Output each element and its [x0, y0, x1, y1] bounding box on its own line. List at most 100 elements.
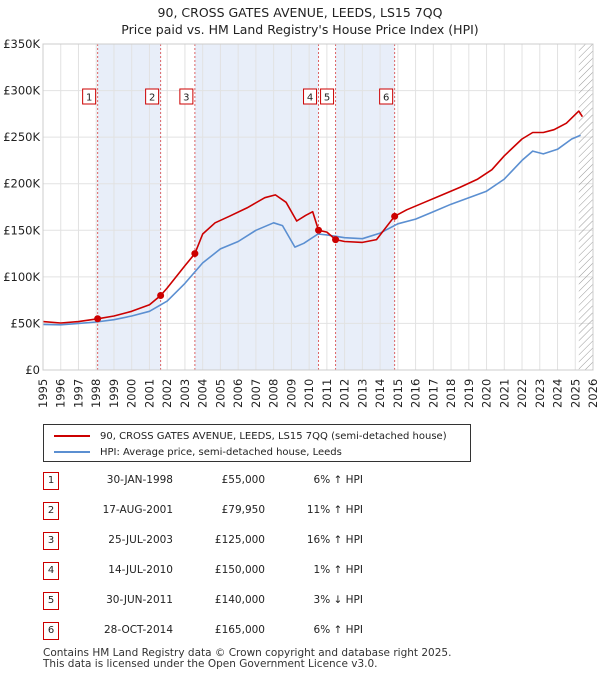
legend-swatch-property: [54, 435, 90, 437]
sale-hpi-diff: 6% ↑ HPI: [313, 474, 363, 486]
legend-label-property: 90, CROSS GATES AVENUE, LEEDS, LS15 7QQ …: [100, 430, 447, 442]
x-tick-label: 2011: [320, 379, 334, 408]
sale-label-box: [179, 88, 194, 105]
legend-item-property: 90, CROSS GATES AVENUE, LEEDS, LS15 7QQ …: [54, 429, 447, 443]
sale-hpi-diff: 11% ↑ HPI: [306, 504, 363, 516]
sale-point: [332, 236, 340, 244]
x-tick-label: 2015: [391, 379, 405, 408]
sale-point: [315, 226, 323, 234]
y-axis-ticks: £0 £50K £100K £150K £200K £250K £300K £350K: [3, 37, 40, 377]
x-tick-label: 2026: [586, 379, 600, 408]
x-tick-label: 1998: [89, 379, 103, 408]
x-tick-label: 2003: [178, 379, 192, 408]
grid-lines: [42, 43, 594, 371]
footer-attribution: Contains HM Land Registry data © Crown c…: [43, 648, 451, 670]
sale-date: 14-JUL-2010: [108, 564, 173, 576]
sale-number-badge: 2: [43, 502, 59, 520]
x-tick-label: 2016: [409, 379, 423, 408]
forecast-hatch-area: [578, 44, 593, 370]
y-tick-label: £0: [25, 363, 40, 377]
footer-licence: This data is licensed under the Open Gov…: [43, 658, 378, 670]
footer-copyright: Contains HM Land Registry data © Crown c…: [43, 647, 452, 659]
x-tick-label: 2013: [355, 379, 369, 408]
sale-hpi-diff: 6% ↑ HPI: [313, 624, 363, 636]
sale-price: £125,000: [214, 534, 265, 546]
sale-point: [94, 315, 102, 323]
legend: 90, CROSS GATES AVENUE, LEEDS, LS15 7QQ …: [43, 424, 471, 462]
y-tick-label: £350K: [3, 37, 40, 51]
x-tick-label: 2000: [125, 379, 139, 408]
sale-label-box: [379, 88, 394, 105]
hpi-line: [42, 134, 581, 326]
sale-point: [391, 212, 399, 220]
sale-point: [157, 292, 165, 300]
chart-title-block: 90, CROSS GATES AVENUE, LEEDS, LS15 7QQ …: [0, 4, 600, 38]
sale-label-box: [82, 88, 97, 105]
x-tick-label: 2018: [444, 379, 458, 408]
x-tick-label: 2017: [426, 379, 440, 408]
y-tick-label: £300K: [3, 84, 40, 98]
sale-price: £140,000: [214, 594, 265, 606]
chart-title: 90, CROSS GATES AVENUE, LEEDS, LS15 7QQ: [157, 5, 443, 20]
sale-date: 28-OCT-2014: [104, 624, 173, 636]
table-row: 3 25-JUL-2003 £125,000 16% ↑ HPI: [43, 532, 383, 550]
x-tick-label: 2024: [551, 379, 565, 408]
table-row: 1 30-JAN-1998 £55,000 6% ↑ HPI: [43, 472, 383, 490]
x-tick-label: 2012: [338, 379, 352, 408]
sale-number-badge: 6: [43, 622, 59, 640]
sale-number-badge: 4: [43, 562, 59, 580]
x-tick-label: 2004: [196, 379, 210, 408]
sale-number-badge: 3: [43, 532, 59, 550]
plot-frame: [42, 43, 594, 371]
x-tick-label: 2019: [462, 379, 476, 408]
sale-hpi-diff: 3% ↓ HPI: [313, 594, 363, 606]
x-tick-label: 2010: [302, 379, 316, 408]
x-tick-label: 2005: [213, 379, 227, 408]
sale-points: [94, 212, 399, 323]
y-tick-label: £200K: [3, 177, 40, 191]
sale-date: 30-JUN-2011: [106, 594, 173, 606]
chart-subtitle: Price paid vs. HM Land Registry's House …: [121, 22, 479, 37]
sale-hpi-diff: 1% ↑ HPI: [313, 564, 363, 576]
sale-number-badge: 5: [43, 592, 59, 610]
x-axis-ticks: 1995 1996 1997 1998 1999 2000 2001 2002 2003 2004…: [36, 379, 600, 408]
sale-price: £79,950: [221, 504, 265, 516]
legend-label-hpi: HPI: Average price, semi-detached house,…: [100, 446, 342, 458]
x-tick-label: 2006: [231, 379, 245, 408]
shaded-periods: [97, 44, 395, 370]
sale-label-text: 2: [149, 93, 155, 104]
sale-label-text: 3: [183, 93, 189, 104]
x-tick-label: 1996: [54, 379, 68, 408]
x-tick-label: 2022: [515, 379, 529, 408]
table-row: 5 30-JUN-2011 £140,000 3% ↓ HPI: [43, 592, 383, 610]
x-tick-label: 2008: [267, 379, 281, 408]
sale-label-box: [303, 88, 318, 105]
sale-label-box: [320, 88, 335, 105]
sale-price: £165,000: [214, 624, 265, 636]
sale-point: [191, 250, 199, 258]
y-tick-label: £50K: [11, 316, 41, 330]
y-tick-label: £250K: [3, 130, 40, 144]
x-tick-label: 1997: [71, 379, 85, 408]
sale-date: 25-JUL-2003: [108, 534, 173, 546]
y-tick-label: £100K: [3, 270, 40, 284]
x-tick-label: 2009: [284, 379, 298, 408]
x-tick-label: 2014: [373, 379, 387, 408]
sale-date: 30-JAN-1998: [106, 474, 173, 486]
table-row: 2 17-AUG-2001 £79,950 11% ↑ HPI: [43, 502, 383, 520]
sale-date: 17-AUG-2001: [102, 504, 173, 516]
sale-price: £150,000: [214, 564, 265, 576]
legend-item-hpi: HPI: Average price, semi-detached house,…: [54, 445, 342, 459]
x-tick-label: 2007: [249, 379, 263, 408]
sale-label-box: [145, 88, 160, 105]
legend-swatch-hpi: [54, 451, 90, 453]
sale-label-text: 5: [324, 93, 330, 104]
shaded-period: [194, 44, 319, 370]
x-tick-label: 2023: [533, 379, 547, 408]
sale-label-text: 1: [86, 93, 92, 104]
y-tick-label: £150K: [3, 223, 40, 237]
sale-label-text: 4: [307, 93, 313, 104]
sale-hpi-diff: 16% ↑ HPI: [306, 534, 363, 546]
